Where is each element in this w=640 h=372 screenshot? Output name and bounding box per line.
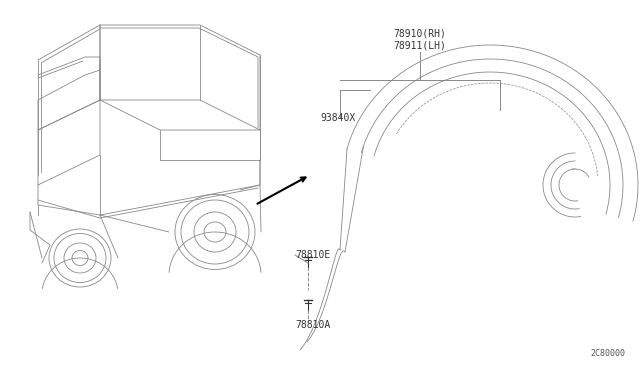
Text: 78810E: 78810E: [295, 250, 330, 260]
Text: 93840X: 93840X: [320, 113, 355, 123]
Text: 2C80000: 2C80000: [590, 349, 625, 358]
Text: 78810A: 78810A: [295, 320, 330, 330]
Text: 78910(RH)
78911(LH): 78910(RH) 78911(LH): [394, 28, 447, 50]
